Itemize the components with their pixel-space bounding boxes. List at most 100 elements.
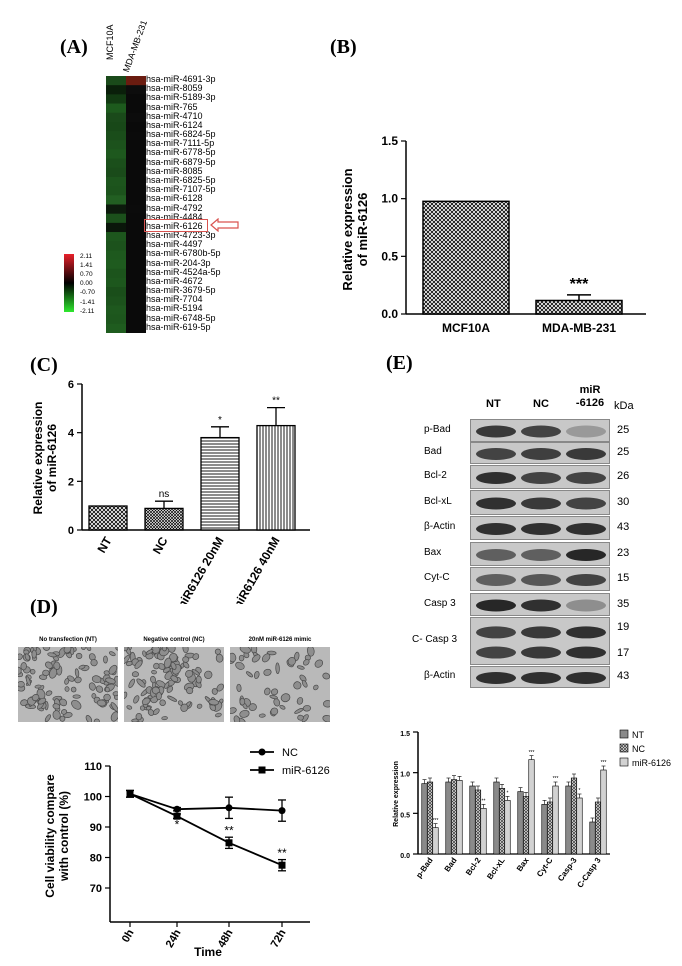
blot-bands [476, 472, 606, 484]
cell [214, 648, 221, 655]
heatmap-cell [126, 222, 146, 233]
cell [70, 686, 77, 693]
blot-kda-value: 25 [617, 423, 630, 436]
blot-row-label: β-Actin [424, 670, 456, 681]
y-tick-label: 2 [68, 476, 74, 488]
bar [256, 424, 296, 531]
cell [258, 713, 266, 718]
heatmap-cell [106, 323, 126, 333]
blot-strip [470, 516, 610, 540]
blot-kda-value: 43 [617, 521, 630, 533]
heatmap-cell [106, 112, 126, 123]
cell [275, 662, 280, 675]
scale-tick-label: 1.41 [80, 262, 93, 270]
blot-band [521, 646, 561, 659]
cell [307, 647, 315, 657]
cell [85, 715, 93, 722]
significance-label: * [579, 788, 581, 794]
blot-strip [470, 617, 610, 665]
cell [78, 664, 86, 670]
heatmap-cell [126, 232, 146, 242]
bar [480, 808, 487, 855]
heatmap-cell [106, 277, 126, 288]
panel-label-e: (E) [386, 352, 413, 374]
blot-band [476, 472, 516, 484]
heatmap-cell [106, 259, 126, 270]
mirna-label: hsa-miR-6879-5p [146, 156, 216, 167]
heatmap-cell [106, 268, 126, 279]
heatmap-cell [106, 149, 126, 160]
bar [474, 789, 482, 855]
y-tick-label: 0.5 [381, 249, 398, 263]
cell [37, 697, 47, 705]
bar [88, 505, 128, 531]
cell [236, 683, 242, 693]
highlight-box [144, 219, 208, 232]
blot-kda-value: 19 [617, 621, 630, 633]
cell-texture [124, 647, 224, 722]
mirna-label: hsa-miR-4710 [146, 110, 203, 121]
cell [248, 703, 257, 711]
cell [182, 647, 189, 654]
heatmap-cell [106, 176, 126, 187]
cell [135, 712, 143, 721]
x-tick-label: NT [94, 534, 114, 555]
blot-kda-value: 26 [617, 470, 630, 482]
cell [322, 715, 330, 722]
blot-band [521, 523, 561, 535]
y-axis-label: Relative expression [340, 168, 355, 290]
blot-row-label: Bax [424, 547, 442, 558]
mirna-label: hsa-miR-4672 [146, 275, 203, 286]
significance-label: *** [529, 750, 535, 756]
cell [103, 655, 108, 664]
y-axis-label: with control (%) [57, 791, 71, 882]
bar [522, 796, 530, 855]
cell [296, 697, 304, 705]
bar [535, 299, 623, 315]
x-tick-label: MDA-MB-231 [542, 321, 616, 335]
cell [266, 650, 277, 656]
y-tick-label: 90 [90, 822, 102, 834]
blot-kda-header: kDa [614, 400, 634, 412]
cell [44, 714, 51, 722]
mirna-label: hsa-miR-6126 [146, 220, 203, 231]
blot-band [476, 549, 516, 561]
scale-tick-label: -1.41 [80, 298, 95, 306]
heatmap-cell [126, 85, 146, 95]
heatmap-cell [106, 158, 126, 169]
heatmap-cell [126, 268, 146, 279]
cell [239, 647, 251, 654]
cell [105, 677, 116, 684]
heatmap-cell [126, 131, 146, 141]
cell [161, 716, 168, 721]
blot-band [476, 626, 516, 639]
heatmap-cell [126, 140, 146, 150]
x-tick-label: miR6126 20nM [173, 534, 227, 604]
bar [517, 791, 524, 855]
cell [96, 699, 107, 707]
cell [211, 688, 218, 695]
cell [105, 686, 110, 693]
y-tick-label: 80 [90, 853, 102, 865]
cell [34, 684, 42, 689]
y-tick-label: 0.0 [381, 307, 398, 321]
cell [185, 669, 194, 678]
heatmap-cell [126, 195, 146, 205]
heatmap-cell [106, 204, 126, 215]
heatmap-cell [106, 121, 126, 132]
blot-row-label: p-Bad [424, 423, 451, 435]
cell [42, 647, 51, 651]
y-tick-label: 70 [90, 883, 102, 895]
cell [126, 705, 133, 710]
heatmap-cell [126, 76, 146, 86]
y-tick-label: 100 [84, 792, 102, 804]
cell [166, 685, 174, 693]
blot-band [566, 626, 606, 639]
blot-band [521, 425, 561, 438]
y-axis-label: Relative expression [31, 402, 45, 515]
heatmap-cell [126, 296, 146, 306]
significance-label: ** [482, 799, 486, 805]
bar [576, 797, 583, 855]
cell [110, 702, 118, 712]
blot-band [521, 497, 561, 510]
